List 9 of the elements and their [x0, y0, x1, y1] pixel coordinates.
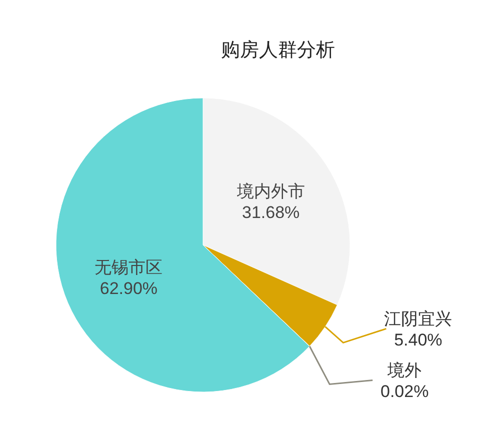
slice-label: 江阴宜兴 [384, 310, 452, 329]
slice-label: 境外 [386, 361, 422, 380]
chart-title: 购房人群分析 [221, 39, 335, 61]
data-label: 31.68% [242, 202, 300, 222]
data-label: 62.90% [100, 278, 158, 298]
slice-label: 无锡市区 [94, 258, 163, 277]
slice-label: 境内外市 [236, 182, 305, 201]
data-label: 5.40% [394, 330, 442, 350]
data-label: 0.02% [380, 382, 429, 402]
